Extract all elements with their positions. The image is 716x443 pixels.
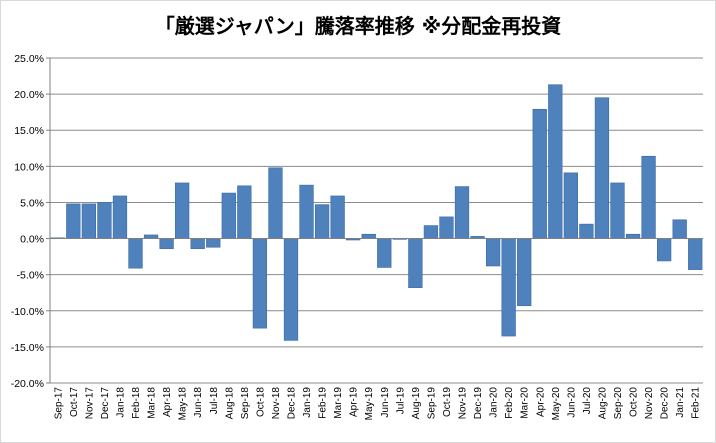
bar-Feb-21	[688, 238, 703, 270]
x-tick-label: Nov-20	[644, 387, 655, 420]
x-tick-label: Apr-20	[535, 387, 546, 417]
x-tick-label: Feb-19	[318, 387, 329, 419]
bar-Sep-18	[237, 185, 252, 239]
x-tick-label: May-20	[551, 387, 562, 421]
x-tick-label: May-18	[178, 387, 189, 421]
x-tick-label: Apr-18	[162, 387, 173, 417]
x-tick-label: May-19	[364, 387, 375, 421]
x-tick-label: Oct-18	[255, 387, 266, 417]
x-tick-label: Oct-17	[69, 387, 80, 417]
bar-Jun-20	[563, 172, 578, 239]
bar-Feb-19	[314, 204, 330, 239]
x-tick-label: Jul-20	[582, 387, 593, 415]
y-tick-label: 15.0%	[14, 125, 44, 137]
x-tick-label: Dec-20	[660, 387, 671, 420]
x-axis-tick-labels: Sep-17 Oct-17 Nov-17 Dec-17 Jan-18 Feb-18 Mar-…	[53, 387, 701, 421]
bar-Oct-18	[252, 238, 268, 329]
x-tick-label: Feb-21	[691, 387, 702, 419]
x-tick-label: Jan-20	[489, 387, 500, 418]
bar-Apr-18	[159, 238, 174, 249]
bar-Aug-20	[594, 97, 610, 239]
bar-Jan-19	[299, 184, 314, 239]
bar-Jul-20	[579, 223, 594, 239]
x-tick-label: Jun-19	[380, 387, 391, 418]
bar-Oct-17	[66, 203, 81, 239]
bar-Oct-19	[439, 216, 454, 239]
x-tick-label: Mar-18	[147, 387, 158, 419]
bar-Sep-20	[610, 182, 625, 239]
bar-Dec-20	[656, 238, 672, 262]
x-tick-label: Jan-18	[115, 387, 126, 418]
x-tick-label: Jun-18	[193, 387, 204, 418]
y-tick-label: 5.0%	[20, 197, 44, 209]
x-tick-label: Oct-19	[442, 387, 453, 417]
x-tick-label: Mar-19	[333, 387, 344, 419]
bar-May-18	[175, 182, 190, 239]
y-tick-label: 10.0%	[14, 161, 44, 173]
bar-Mar-18	[143, 234, 159, 239]
bar-Feb-18	[128, 238, 143, 269]
x-tick-label: Jul-19	[395, 387, 406, 415]
y-tick-label: 25.0%	[14, 53, 44, 65]
x-tick-label: Jul-18	[209, 387, 220, 415]
x-tick-label: Dec-19	[473, 387, 484, 420]
bar-Aug-19	[408, 238, 423, 288]
bar-May-20	[548, 84, 563, 239]
bar-Sep-19	[423, 225, 439, 239]
bar-Jan-21	[672, 219, 687, 239]
x-tick-label: Sep-18	[240, 387, 251, 420]
bar-May-19	[361, 233, 376, 239]
x-tick-label: Jun-20	[566, 387, 577, 418]
bar-Nov-17	[81, 203, 97, 239]
x-tick-label: Dec-18	[286, 387, 297, 420]
x-tick-label: Mar-20	[520, 387, 531, 419]
bar-Apr-20	[532, 108, 547, 239]
bar-Nov-20	[641, 155, 656, 239]
x-tick-label: Aug-18	[224, 387, 235, 420]
x-tick-label: Sep-19	[426, 387, 437, 420]
x-tick-label: Feb-18	[131, 387, 142, 419]
bar-Dec-17	[97, 202, 112, 239]
bar-Aug-18	[221, 192, 236, 239]
y-tick-label: -5.0%	[17, 270, 44, 282]
x-tick-label: Sep-20	[613, 387, 624, 420]
y-tick-label: 0.0%	[20, 234, 44, 246]
x-tick-label: Feb-20	[504, 387, 515, 419]
bar-Nov-19	[454, 186, 470, 239]
x-tick-label: Nov-18	[271, 387, 282, 420]
x-tick-label: Oct-20	[629, 387, 640, 417]
y-tick-label: -10.0%	[11, 306, 44, 318]
x-tick-label: Aug-19	[411, 387, 422, 420]
axes	[46, 57, 703, 384]
bar-Dec-18	[283, 238, 299, 341]
bar-Oct-20	[625, 233, 641, 239]
x-tick-label: Aug-20	[597, 387, 608, 420]
bar-Jan-18	[112, 195, 128, 239]
x-tick-label: Dec-17	[100, 387, 111, 420]
x-tick-label: Sep-17	[53, 387, 64, 420]
bar-Feb-20	[501, 238, 516, 337]
bar-Jun-18	[190, 238, 205, 249]
y-tick-label: -15.0%	[11, 342, 44, 354]
x-tick-label: Jan-21	[675, 387, 686, 418]
x-tick-label: Nov-17	[84, 387, 95, 420]
x-tick-label: Apr-19	[349, 387, 360, 417]
bar-series	[50, 84, 703, 341]
bar-Jan-20	[485, 238, 501, 267]
chart-title: 「厳選ジャパン」騰落率推移 ※分配金再投資	[154, 14, 562, 38]
bar-Jun-19	[377, 238, 392, 268]
x-tick-label: Jan-19	[302, 387, 313, 418]
x-tick-label: Nov-19	[458, 387, 469, 420]
y-axis-tick-labels: 25.0% 20.0% 15.0% 10.0% 5.0% 0.0% -5.0% -10.0% -…	[11, 53, 44, 390]
bar-Mar-20	[517, 238, 532, 307]
bar-Jul-18	[206, 238, 221, 248]
y-tick-label: 20.0%	[14, 89, 44, 101]
bar-Mar-19	[330, 195, 345, 239]
y-tick-label: -20.0%	[11, 378, 44, 390]
bar-Nov-18	[268, 167, 283, 239]
